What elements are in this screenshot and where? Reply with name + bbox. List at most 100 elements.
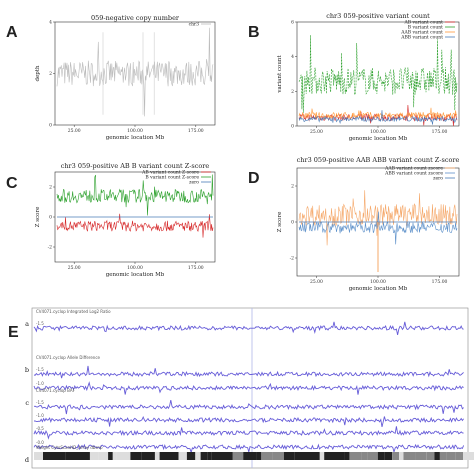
y-tick-label: 4 [49,20,52,26]
chart-panel-b: chr3 059-positive variant count 0 2 4 6 25.00… [277,12,460,142]
chart-panel-d: chr3 059-positive AAB ABB variant count … [277,156,459,292]
track-scale-label: -1.0 [36,413,44,418]
track-scale-label: -1.0 [36,381,44,386]
track-2: CV4071.cyclop BAF c -1.5 -1.0 -0.5 -0.0 [25,388,465,454]
ideogram-band [79,452,90,460]
ideogram-band [434,452,440,460]
x-tick-label: 175.00 [432,129,448,135]
y-tick-label: -2 [48,245,53,251]
y-tick-label: 2 [291,89,294,95]
track-title: CV4071.cyclop Allele Difference [36,355,101,360]
legend-entry: zero [189,181,199,186]
y-axis-label: Z score [277,212,283,233]
legend-entry: AB variant count Z-score [141,170,199,176]
track-signal [33,381,464,395]
chart-title: 059-negative copy number [91,14,180,22]
ideogram-band [90,452,99,460]
ideogram-band [463,452,474,460]
ideogram-band [384,452,392,460]
ideogram-band [272,452,284,460]
ideogram-band [349,452,362,460]
x-tick-label: 25.00 [310,129,323,135]
series-line-3 [298,110,458,125]
legend-entry: ABB variant count [400,35,443,41]
chart-panel-c: chr3 059-positive AB B variant count Z-s… [35,162,216,278]
x-tick-label: 175.00 [432,279,448,285]
x-tick-label: 175.00 [188,128,204,134]
ideogram-band [319,452,325,460]
x-axis-label: genomic location Mb [106,272,165,278]
ideogram-band [186,452,196,460]
y-tick-label: 0 [49,123,52,129]
ideogram-band [112,452,117,460]
ideogram-band [211,452,220,460]
ideogram-band [195,452,201,460]
chart-title: chr3 059-positive AB B variant count Z-s… [61,162,210,170]
ideogram-band [361,452,368,460]
ideogram-band [155,452,160,460]
legend-entry: B variant count Z-score [145,175,199,181]
track-signal [33,365,464,379]
y-tick-label: 2 [49,185,52,191]
ideogram-band [283,452,295,460]
ideogram-band [337,452,345,460]
ideogram-band [159,452,173,460]
y-axis-label: depth [35,65,41,82]
ideogram-band [43,452,55,460]
track-0: CV4071.cyclop Integrated Log2 Ratio a -1.5 [25,309,464,335]
ideogram-band [306,452,320,460]
y-tick-label: 6 [291,20,294,26]
ideogram-band [200,452,208,460]
y-tick-label: 0 [49,215,52,221]
ideogram-band [377,452,385,460]
ideogram-band [392,452,400,460]
track-signal [33,426,464,440]
track-letter: c [25,399,29,407]
ideogram-band [455,452,463,460]
y-tick-label: 0 [291,220,294,226]
track-title: Weight CytoScanHD_Array dbsnp [36,445,103,450]
series-line-1 [56,174,214,216]
series-line-0 [56,213,214,238]
chart-title: chr3 059-positive AAB ABB variant count … [297,156,460,164]
track-scale-label: -1.5 [36,400,44,405]
track-letter: b [25,366,29,374]
track-1: CV4071.cyclop Allele Difference b -1.5 -1.0 [25,355,464,395]
x-tick-label: 100.00 [370,129,386,135]
x-axis-label: genomic location Mb [106,135,165,141]
ideogram-band [446,452,456,460]
ideogram-band [324,452,338,460]
track-title: CV4071.cyclop Integrated Log2 Ratio [36,309,111,314]
ideogram-band [207,452,212,460]
track-scale-label: -0.0 [36,440,44,445]
legend-entry: ABB variant count zscore [384,171,443,177]
ideogram-band [108,452,113,460]
ideogram-band [178,452,187,460]
x-axis-label: genomic location Mb [349,286,408,292]
y-tick-label: -2 [290,256,295,262]
ideogram-band [261,452,273,460]
legend-entry: AB variant count [404,20,444,26]
ideogram-band [98,452,109,460]
legend-entry: zero [433,177,443,182]
ideogram-band [256,452,262,460]
x-axis-label: genomic location Mb [349,136,408,142]
ideogram-band [34,452,43,460]
x-tick-label: 25.00 [310,279,323,285]
ideogram-band [344,452,350,460]
x-tick-label: 100.00 [370,279,386,285]
ideogram-band [415,452,427,460]
y-tick-label: 2 [49,71,52,77]
legend-entry: chr3 [189,22,200,28]
track-3: Weight CytoScanHD_Array dbsnp d [25,445,474,464]
ideogram-band [403,452,416,460]
legend-entry: AAB variant count zscore [384,166,443,172]
track-signal [33,400,464,415]
track-title: CV4071.cyclop BAF [36,388,76,393]
ideogram-band [220,452,233,460]
ideogram-band [367,452,378,460]
panel-label-a: A [6,24,18,41]
ideogram-band [294,452,306,460]
track-signal [34,415,464,428]
